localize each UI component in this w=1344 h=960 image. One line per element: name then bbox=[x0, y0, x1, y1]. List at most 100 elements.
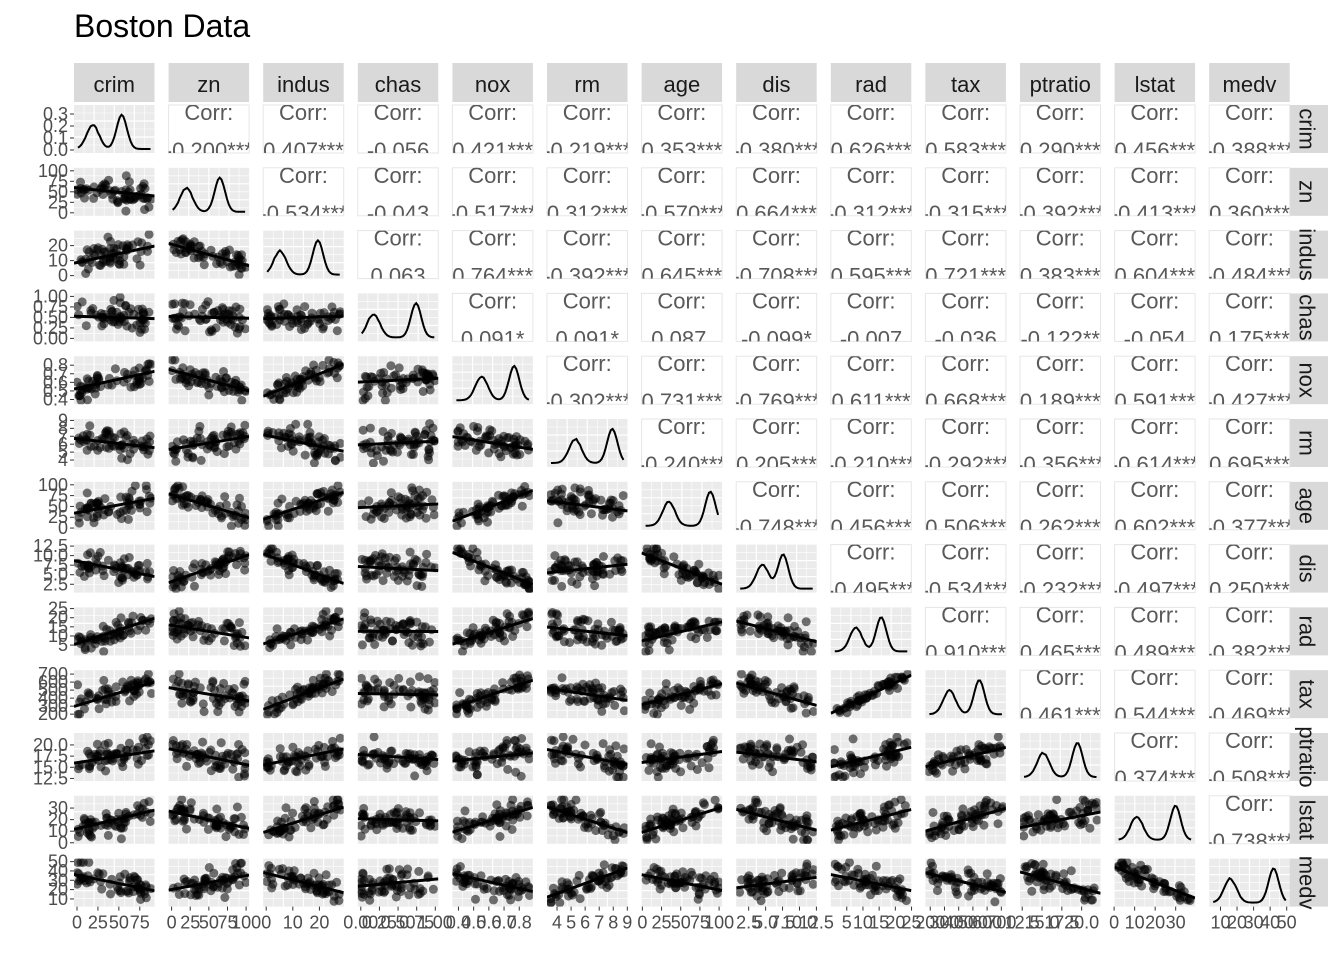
data-point bbox=[217, 303, 227, 313]
data-point bbox=[219, 636, 229, 646]
data-point bbox=[398, 571, 407, 581]
data-point bbox=[389, 572, 399, 581]
data-point bbox=[551, 609, 561, 619]
data-point bbox=[239, 829, 248, 839]
data-point bbox=[508, 449, 518, 459]
data-point bbox=[204, 636, 214, 646]
data-point bbox=[132, 377, 142, 387]
data-point bbox=[456, 762, 466, 772]
panel-tax-chas bbox=[357, 670, 439, 719]
corr-value: 0.664*** bbox=[736, 201, 817, 226]
data-point bbox=[221, 569, 231, 579]
panel-chas-rm: Corr: 0.091* bbox=[546, 288, 628, 342]
corr-panel-bg bbox=[1208, 292, 1291, 342]
panel-zn-nox: Corr: -0.517*** bbox=[451, 167, 534, 217]
data-point bbox=[76, 177, 85, 187]
data-point bbox=[308, 675, 318, 685]
corr-value: -0.484*** bbox=[1205, 264, 1294, 289]
data-point bbox=[80, 704, 89, 714]
row-strip-age bbox=[1286, 481, 1328, 530]
corr-panel-bg bbox=[451, 167, 534, 217]
data-point bbox=[304, 760, 314, 769]
row-strip-lstat bbox=[1286, 795, 1328, 844]
corr-value: 0.626*** bbox=[831, 138, 912, 163]
data-point bbox=[130, 481, 140, 491]
data-point bbox=[336, 452, 344, 462]
data-point bbox=[97, 244, 107, 254]
data-point bbox=[83, 395, 92, 405]
corr-value: 0.250*** bbox=[1209, 578, 1290, 603]
row-strip-label-tax: tax bbox=[1295, 680, 1320, 709]
data-point bbox=[689, 682, 699, 691]
data-point bbox=[178, 363, 188, 373]
data-point bbox=[706, 690, 716, 700]
data-point bbox=[370, 640, 380, 649]
data-point bbox=[454, 508, 464, 518]
data-point bbox=[135, 503, 145, 513]
data-point bbox=[368, 458, 378, 467]
data-point bbox=[494, 503, 504, 513]
data-point bbox=[240, 420, 250, 430]
data-point bbox=[510, 736, 520, 745]
corr-panel-bg bbox=[546, 230, 628, 280]
data-point bbox=[511, 767, 521, 777]
panel-rm-zn bbox=[168, 419, 250, 467]
data-point bbox=[86, 442, 96, 451]
data-point bbox=[616, 684, 626, 694]
panel-zn-chas: Corr: -0.043 bbox=[357, 167, 439, 217]
data-point bbox=[420, 429, 430, 439]
data-point bbox=[662, 638, 672, 648]
panel-indus-zn bbox=[168, 230, 250, 279]
panel-rm-medv: Corr: 0.695*** bbox=[1208, 418, 1291, 468]
data-point bbox=[881, 740, 891, 749]
corr-value: 0.731*** bbox=[641, 389, 722, 414]
corr-panel-bg bbox=[735, 167, 818, 217]
data-point bbox=[197, 304, 207, 314]
data-point bbox=[203, 297, 213, 307]
corr-panel-bg bbox=[1114, 355, 1196, 405]
panel-rm-crim bbox=[74, 419, 155, 467]
data-point bbox=[709, 743, 718, 753]
data-point bbox=[141, 625, 151, 635]
data-point bbox=[182, 824, 191, 834]
data-point bbox=[416, 570, 426, 580]
panel-indus-rad: Corr: 0.595*** bbox=[830, 230, 912, 280]
data-point bbox=[292, 387, 302, 397]
data-point bbox=[118, 823, 128, 833]
corr-value: 0.205*** bbox=[736, 452, 817, 477]
data-point bbox=[406, 702, 416, 712]
data-point bbox=[572, 694, 582, 704]
data-point bbox=[414, 485, 424, 495]
data-point bbox=[281, 373, 291, 382]
data-point bbox=[180, 326, 190, 336]
row-strip-rad bbox=[1286, 607, 1328, 656]
data-point bbox=[171, 456, 181, 466]
data-point bbox=[495, 633, 505, 643]
data-point bbox=[324, 356, 334, 365]
corr-value: 0.583*** bbox=[925, 138, 1006, 163]
data-point bbox=[98, 181, 107, 190]
data-point bbox=[147, 689, 155, 698]
data-point bbox=[302, 433, 312, 443]
data-point bbox=[357, 756, 367, 766]
data-point bbox=[303, 419, 313, 429]
corr-label: Corr: bbox=[941, 414, 990, 439]
panel-indus-medv: Corr: -0.484*** bbox=[1205, 230, 1294, 289]
data-point bbox=[303, 635, 312, 645]
corr-panel-bg bbox=[1019, 418, 1101, 468]
corr-label: Corr: bbox=[1130, 477, 1179, 502]
fit-line bbox=[168, 686, 250, 703]
data-point bbox=[830, 745, 839, 755]
data-point bbox=[139, 737, 149, 747]
data-point bbox=[177, 698, 187, 708]
data-point bbox=[133, 625, 143, 635]
data-point bbox=[557, 581, 567, 591]
data-point bbox=[111, 682, 121, 692]
panel-nox-indus bbox=[263, 356, 344, 405]
data-point bbox=[362, 382, 372, 392]
fit-line bbox=[641, 682, 723, 707]
data-point bbox=[228, 764, 238, 774]
panel-rm-age: Corr: -0.240*** bbox=[641, 418, 723, 468]
corr-label: Corr: bbox=[563, 288, 612, 313]
panel-lstat-crim bbox=[74, 795, 155, 844]
